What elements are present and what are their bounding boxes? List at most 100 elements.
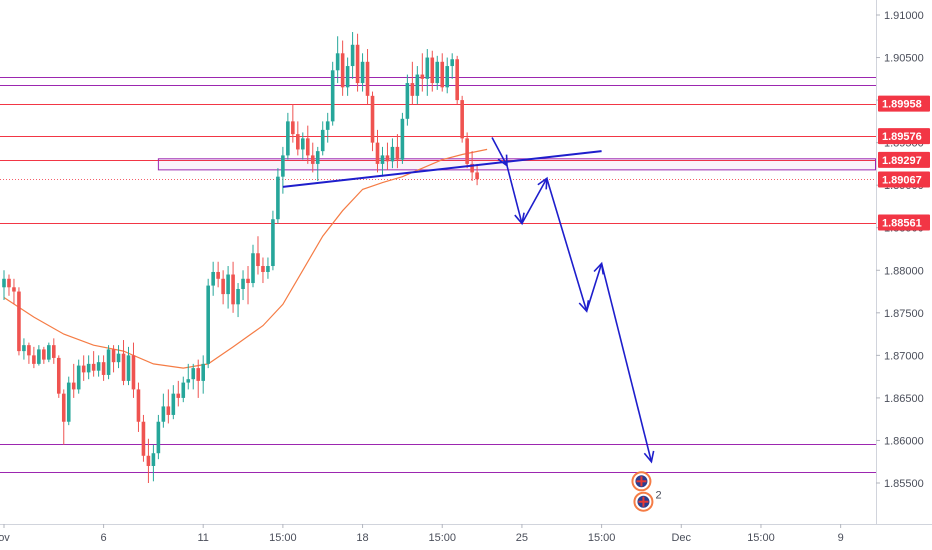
candle-body: [121, 353, 126, 381]
candle-body: [42, 349, 46, 360]
candle: [380, 146, 385, 177]
candle: [465, 132, 469, 169]
candle: [91, 351, 96, 377]
candle-body: [176, 393, 181, 398]
candle: [106, 345, 111, 380]
candle-body: [390, 146, 395, 162]
candle-body: [106, 349, 111, 375]
price-badge-label: 1.89958: [882, 99, 922, 111]
candle-body: [146, 455, 151, 466]
candle-body: [71, 382, 76, 390]
candle-body: [430, 57, 435, 84]
candle-body: [32, 355, 36, 364]
time-tick-label: 18: [356, 532, 368, 544]
candle: [141, 414, 146, 462]
candles: [2, 32, 479, 483]
candle-body: [206, 285, 210, 364]
projection-segment: [585, 263, 603, 312]
candle-body: [191, 368, 196, 380]
candle-body: [151, 453, 156, 466]
candle-body: [181, 382, 186, 398]
price-badge-bg: [878, 171, 930, 188]
projection-segment: [491, 137, 508, 166]
candle-body: [276, 176, 280, 220]
candle: [171, 385, 176, 420]
candle-body: [76, 365, 81, 390]
candle-body: [350, 44, 355, 67]
time-tick-label: 15:00: [747, 532, 775, 544]
candle-body: [156, 421, 161, 454]
time-tick-label: 11: [197, 532, 208, 544]
candle-body: [450, 59, 454, 67]
candle: [415, 66, 420, 105]
candle: [42, 346, 46, 364]
trendline: [282, 150, 602, 188]
candle: [301, 132, 305, 160]
candle: [76, 359, 81, 394]
candle: [37, 345, 41, 366]
candle-body: [86, 363, 91, 373]
candle-body: [325, 121, 330, 130]
candle-body: [126, 355, 131, 381]
candle: [330, 61, 335, 126]
candle: [266, 257, 270, 279]
projection-segment: [506, 165, 523, 224]
candle: [445, 57, 450, 94]
candle: [131, 342, 136, 398]
candle-body: [271, 219, 275, 267]
candle-body: [360, 61, 365, 84]
candle-body: [475, 172, 479, 180]
price-badge: 1.89576: [878, 128, 930, 145]
candle: [201, 355, 205, 394]
candle: [455, 55, 459, 105]
candle-body: [395, 146, 400, 160]
candle-body: [221, 278, 225, 295]
candle: [56, 355, 61, 398]
candle: [231, 261, 235, 313]
candle-body: [335, 53, 340, 71]
candle-body: [22, 345, 26, 352]
candle: [226, 266, 230, 309]
candle: [7, 274, 11, 296]
candle-body: [385, 155, 390, 162]
candle: [355, 33, 360, 92]
price-tick-label: 1.91000: [884, 10, 924, 22]
candle-body: [2, 278, 6, 288]
candle: [96, 355, 101, 377]
price-badge: 1.89067: [878, 171, 930, 188]
price-badge: 1.89297: [878, 151, 930, 168]
candle: [111, 345, 116, 373]
time-tick-label: 25: [516, 532, 528, 544]
candle: [345, 57, 350, 96]
candle-body: [415, 74, 420, 96]
event-icons: 2: [631, 471, 662, 512]
candle-body: [66, 382, 71, 422]
candle-body: [231, 274, 235, 305]
candle-body: [330, 70, 335, 122]
candle: [460, 95, 464, 143]
candle: [435, 55, 440, 90]
candle-body: [410, 83, 415, 96]
candle-body: [216, 271, 220, 279]
price-tick-label: 1.88000: [884, 265, 924, 277]
candle-body: [251, 253, 255, 284]
price-badge: 1.88561: [878, 214, 930, 231]
price-badges: 1.89958 1.89576 1.89297 1.89067 1.88561: [878, 95, 930, 231]
candle: [305, 125, 310, 164]
price-tick-label: 1.85500: [884, 478, 924, 490]
candle-body: [261, 266, 265, 272]
candle: [2, 270, 6, 301]
candle: [276, 168, 280, 224]
time-tick-label: 15:00: [428, 532, 456, 544]
candle: [310, 142, 315, 173]
candle: [151, 444, 156, 482]
event-count: 2: [655, 490, 661, 502]
candle-body: [166, 406, 171, 415]
candle-body: [286, 121, 290, 156]
candle-body: [131, 355, 136, 390]
candle: [261, 257, 265, 284]
candle-body: [241, 278, 245, 289]
candle-body: [380, 155, 385, 164]
candle: [420, 53, 425, 92]
